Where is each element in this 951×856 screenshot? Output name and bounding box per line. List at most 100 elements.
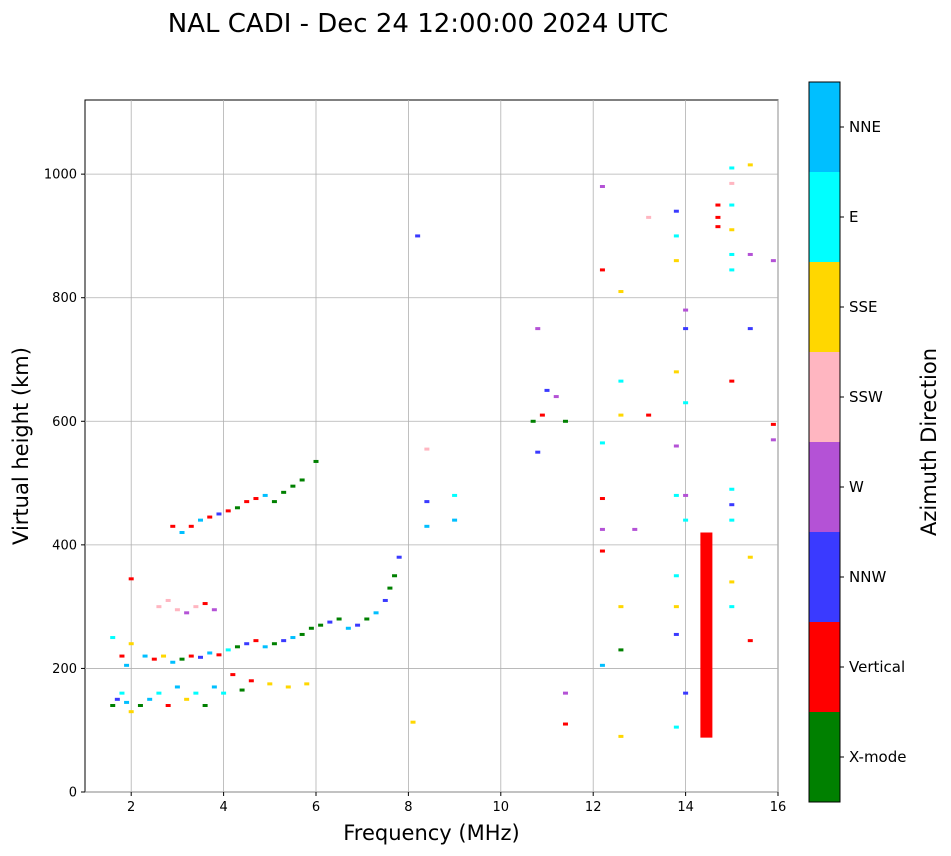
data-point (562, 419, 568, 423)
data-bar (700, 532, 713, 738)
data-point (539, 413, 545, 417)
y-tick-label: 600 (52, 415, 77, 430)
data-point (110, 704, 116, 707)
data-point (770, 259, 776, 263)
data-point (683, 327, 689, 331)
data-point (124, 663, 130, 667)
data-point (729, 580, 735, 584)
data-point (618, 379, 624, 383)
data-point (184, 697, 190, 701)
colorbar-segment (809, 352, 840, 442)
data-point (281, 490, 287, 494)
data-point (715, 225, 721, 229)
data-point (747, 555, 753, 559)
y-tick-label: 200 (52, 662, 77, 677)
data-point (128, 710, 134, 714)
data-point (729, 379, 735, 383)
data-point (239, 688, 245, 692)
data-point (535, 450, 541, 454)
data-point (562, 722, 568, 726)
colorbar-tick-label: NNW (849, 568, 886, 586)
data-point (244, 642, 250, 646)
data-point (729, 487, 735, 491)
data-point (230, 673, 236, 677)
data-point (364, 617, 370, 621)
data-point (424, 500, 430, 504)
data-point (673, 605, 679, 609)
data-point (234, 645, 240, 649)
data-point (202, 602, 208, 606)
data-point (729, 503, 735, 507)
colorbar-tick-label: E (849, 208, 858, 226)
data-point (225, 509, 231, 513)
data-point (308, 626, 314, 630)
data-point (151, 657, 157, 661)
data-point (221, 691, 227, 695)
data-point (424, 524, 430, 528)
data-marks (110, 163, 776, 738)
data-point (179, 657, 185, 661)
data-point (281, 639, 287, 643)
data-point (729, 252, 735, 256)
data-point (729, 228, 735, 232)
data-point (271, 500, 277, 504)
x-tick-label: 2 (127, 800, 135, 815)
data-point (452, 493, 458, 497)
data-point (747, 639, 753, 643)
data-point (410, 720, 416, 724)
data-point (599, 441, 605, 445)
data-point (170, 660, 176, 664)
x-tick-label: 10 (493, 800, 510, 815)
data-point (193, 691, 199, 695)
data-point (248, 679, 254, 683)
data-point (211, 608, 217, 612)
data-point (211, 685, 217, 689)
data-point (165, 598, 171, 602)
data-point (225, 648, 231, 652)
data-point (392, 574, 398, 578)
colorbar-tick-label: NNE (849, 118, 881, 136)
y-tick-label: 1000 (44, 168, 77, 183)
data-point (114, 697, 120, 701)
data-point (618, 290, 624, 294)
data-point (599, 549, 605, 553)
data-point (128, 577, 134, 581)
y-tick-label: 0 (69, 786, 77, 801)
data-point (599, 497, 605, 501)
data-point (673, 574, 679, 578)
data-point (345, 626, 351, 630)
data-point (299, 632, 305, 636)
data-point (396, 555, 402, 559)
data-point (729, 203, 735, 207)
data-point (318, 623, 324, 627)
data-point (207, 651, 213, 655)
data-point (599, 185, 605, 188)
data-point (253, 497, 259, 501)
data-point (253, 639, 259, 643)
data-point (124, 700, 130, 704)
colorbar-tick-label: X-mode (849, 748, 906, 766)
x-tick-label: 8 (404, 800, 412, 815)
data-point (599, 663, 605, 667)
data-point (137, 704, 143, 707)
data-point (618, 734, 624, 738)
colorbar-frame (808, 81, 841, 803)
data-point (198, 655, 203, 659)
data-point (673, 725, 679, 729)
data-point (646, 413, 652, 417)
data-point (299, 478, 305, 482)
data-point (673, 259, 679, 263)
data-point (618, 648, 624, 652)
colorbar-tick-label: SSW (849, 388, 883, 406)
data-point (271, 642, 277, 646)
data-point (599, 527, 605, 531)
data-point (179, 531, 185, 534)
data-point (202, 704, 208, 707)
data-point (646, 215, 652, 219)
data-point (262, 645, 268, 649)
colorbar-tick-label: SSE (849, 298, 878, 316)
data-point (530, 419, 536, 423)
data-point (618, 605, 624, 609)
data-point (290, 484, 296, 488)
colorbar-tick-label: W (849, 478, 864, 496)
